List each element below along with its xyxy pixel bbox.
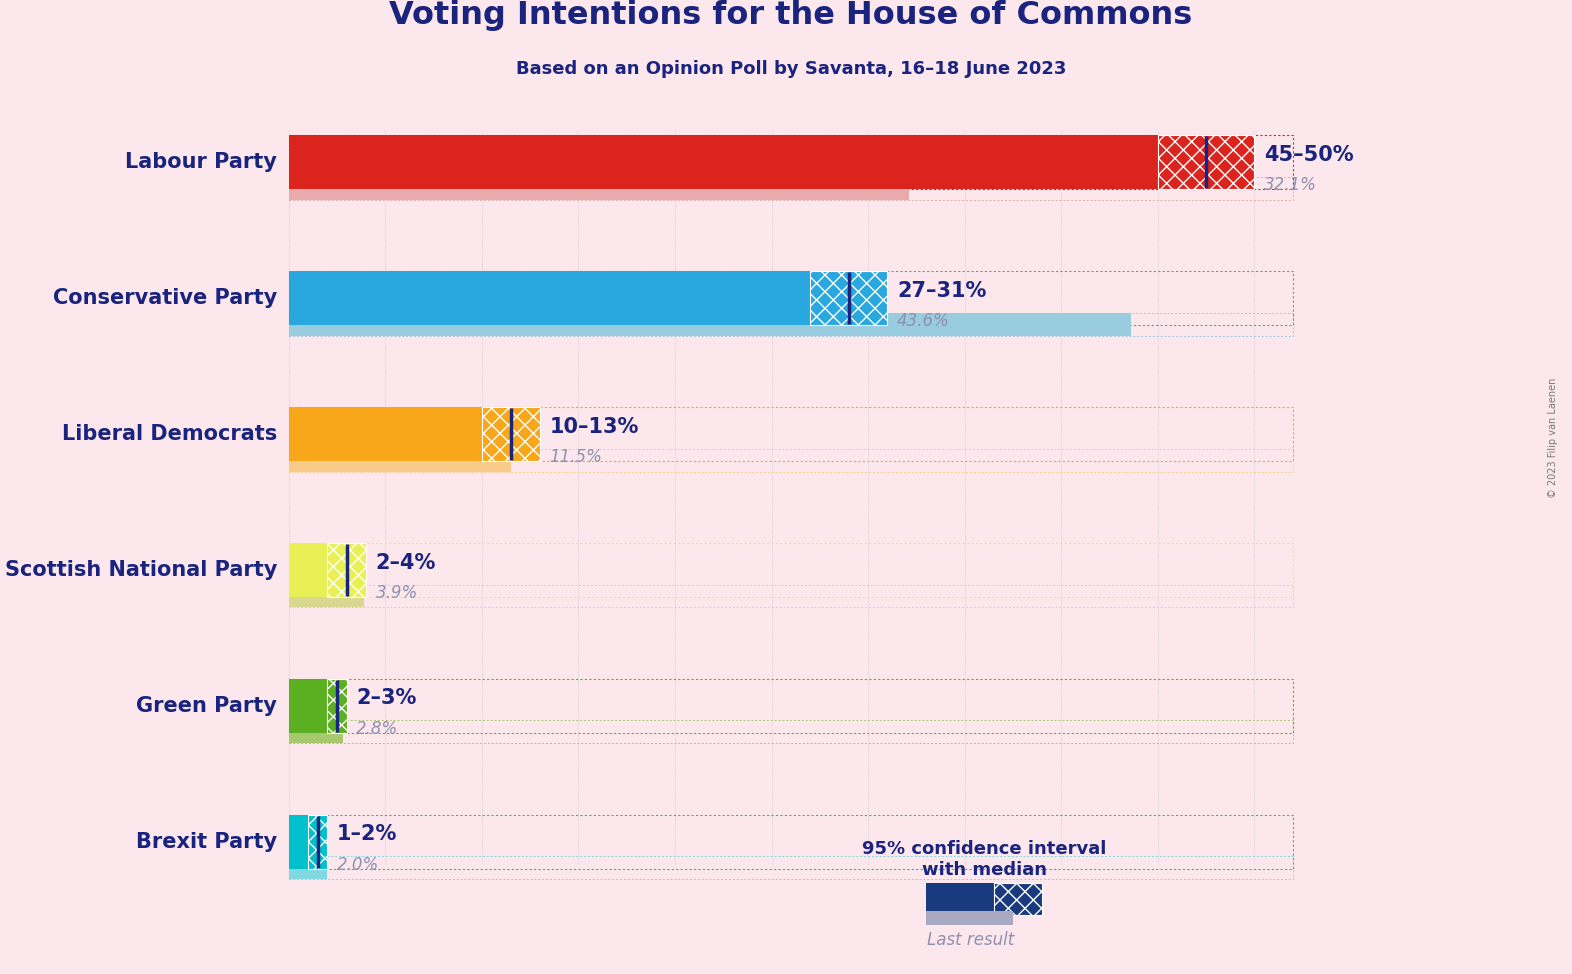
Bar [289, 135, 1159, 189]
Text: Scottish National Party: Scottish National Party [5, 560, 277, 580]
Text: 2–4%: 2–4% [376, 552, 435, 573]
Bar [308, 814, 327, 869]
Bar [289, 543, 1294, 597]
Text: Green Party: Green Party [137, 695, 277, 716]
Bar [289, 584, 1294, 608]
Bar [289, 449, 511, 471]
Text: Labour Party: Labour Party [126, 152, 277, 172]
Text: 45–50%: 45–50% [1264, 145, 1353, 165]
Text: Liberal Democrats: Liberal Democrats [61, 424, 277, 444]
Bar [289, 721, 1294, 743]
Bar [289, 814, 1294, 869]
Text: 2.0%: 2.0% [336, 856, 379, 874]
Bar [327, 679, 347, 733]
Bar [289, 313, 1130, 336]
Bar [289, 856, 327, 880]
Text: Based on an Opinion Poll by Savanta, 16–18 June 2023: Based on an Opinion Poll by Savanta, 16–… [516, 59, 1066, 78]
Bar [289, 177, 1294, 200]
Bar [994, 883, 1042, 915]
Bar [289, 177, 909, 200]
Bar [483, 407, 539, 462]
Bar [289, 271, 810, 325]
Bar [926, 911, 1012, 925]
Bar [289, 407, 1294, 462]
Text: Brexit Party: Brexit Party [137, 832, 277, 851]
Bar [289, 679, 1294, 733]
Text: 10–13%: 10–13% [550, 417, 638, 436]
Text: 32.1%: 32.1% [1264, 176, 1317, 194]
Text: 3.9%: 3.9% [376, 583, 418, 602]
Bar [289, 313, 1294, 336]
Text: 2.8%: 2.8% [357, 720, 399, 737]
Bar [926, 883, 994, 915]
Text: Voting Intentions for the House of Commons: Voting Intentions for the House of Commo… [390, 0, 1193, 30]
Bar [1159, 135, 1254, 189]
Text: Last result: Last result [927, 931, 1014, 949]
Bar [289, 135, 1294, 189]
Text: 95% confidence interval
with median: 95% confidence interval with median [861, 840, 1107, 879]
Bar [327, 543, 366, 597]
Text: 11.5%: 11.5% [550, 448, 602, 466]
Bar [289, 721, 343, 743]
Text: © 2023 Filip van Laenen: © 2023 Filip van Laenen [1548, 378, 1558, 499]
Bar [289, 814, 308, 869]
Text: 43.6%: 43.6% [898, 312, 949, 330]
Bar [289, 407, 483, 462]
Bar [289, 271, 1294, 325]
Text: 27–31%: 27–31% [898, 281, 987, 301]
Bar [289, 856, 1294, 880]
Text: Conservative Party: Conservative Party [53, 288, 277, 308]
Bar [289, 584, 365, 608]
Bar [289, 543, 327, 597]
Text: 2–3%: 2–3% [357, 689, 417, 708]
Bar [810, 271, 888, 325]
Bar [289, 449, 1294, 471]
Bar [289, 679, 327, 733]
Text: 1–2%: 1–2% [336, 824, 398, 844]
